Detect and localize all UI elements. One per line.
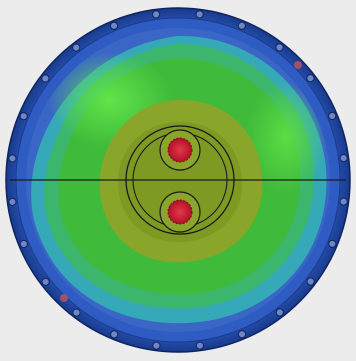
flange-bolt — [152, 341, 161, 350]
flange-bolt — [72, 308, 81, 317]
flange-bolt — [8, 197, 17, 206]
flange-bolt — [237, 21, 246, 30]
hot-spot-lower — [168, 200, 192, 224]
flange-bolt — [195, 341, 204, 350]
flange-bolt — [19, 239, 28, 249]
rim-markers — [60, 61, 302, 302]
flange-bolt — [195, 10, 204, 19]
flange-bolt — [109, 21, 119, 30]
flange-bolt — [328, 239, 337, 248]
flange-bolt — [306, 277, 315, 286]
flange-bolt — [339, 154, 348, 163]
flange-bolt — [19, 112, 28, 121]
flange-bolt — [275, 308, 284, 317]
flange-bolt — [110, 330, 119, 339]
port-lower[interactable] — [159, 191, 201, 233]
flange-bolt — [72, 43, 81, 52]
flange-bolt — [306, 74, 315, 83]
flange-bolt — [152, 10, 161, 19]
flange-bolt — [339, 197, 348, 206]
flange-bolt — [328, 111, 337, 121]
band-olive — [117, 122, 243, 243]
flange-bolt — [237, 330, 247, 339]
flange-bolt — [41, 74, 50, 83]
flange-bolt — [8, 154, 17, 163]
hot-spot-upper — [168, 138, 192, 162]
flange-bolt — [275, 43, 284, 52]
glow-right — [246, 82, 326, 194]
flange-bolts — [8, 10, 348, 350]
flange-bolt — [41, 277, 50, 286]
boss-outer-ring — [125, 125, 235, 235]
port-upper[interactable] — [159, 129, 201, 171]
